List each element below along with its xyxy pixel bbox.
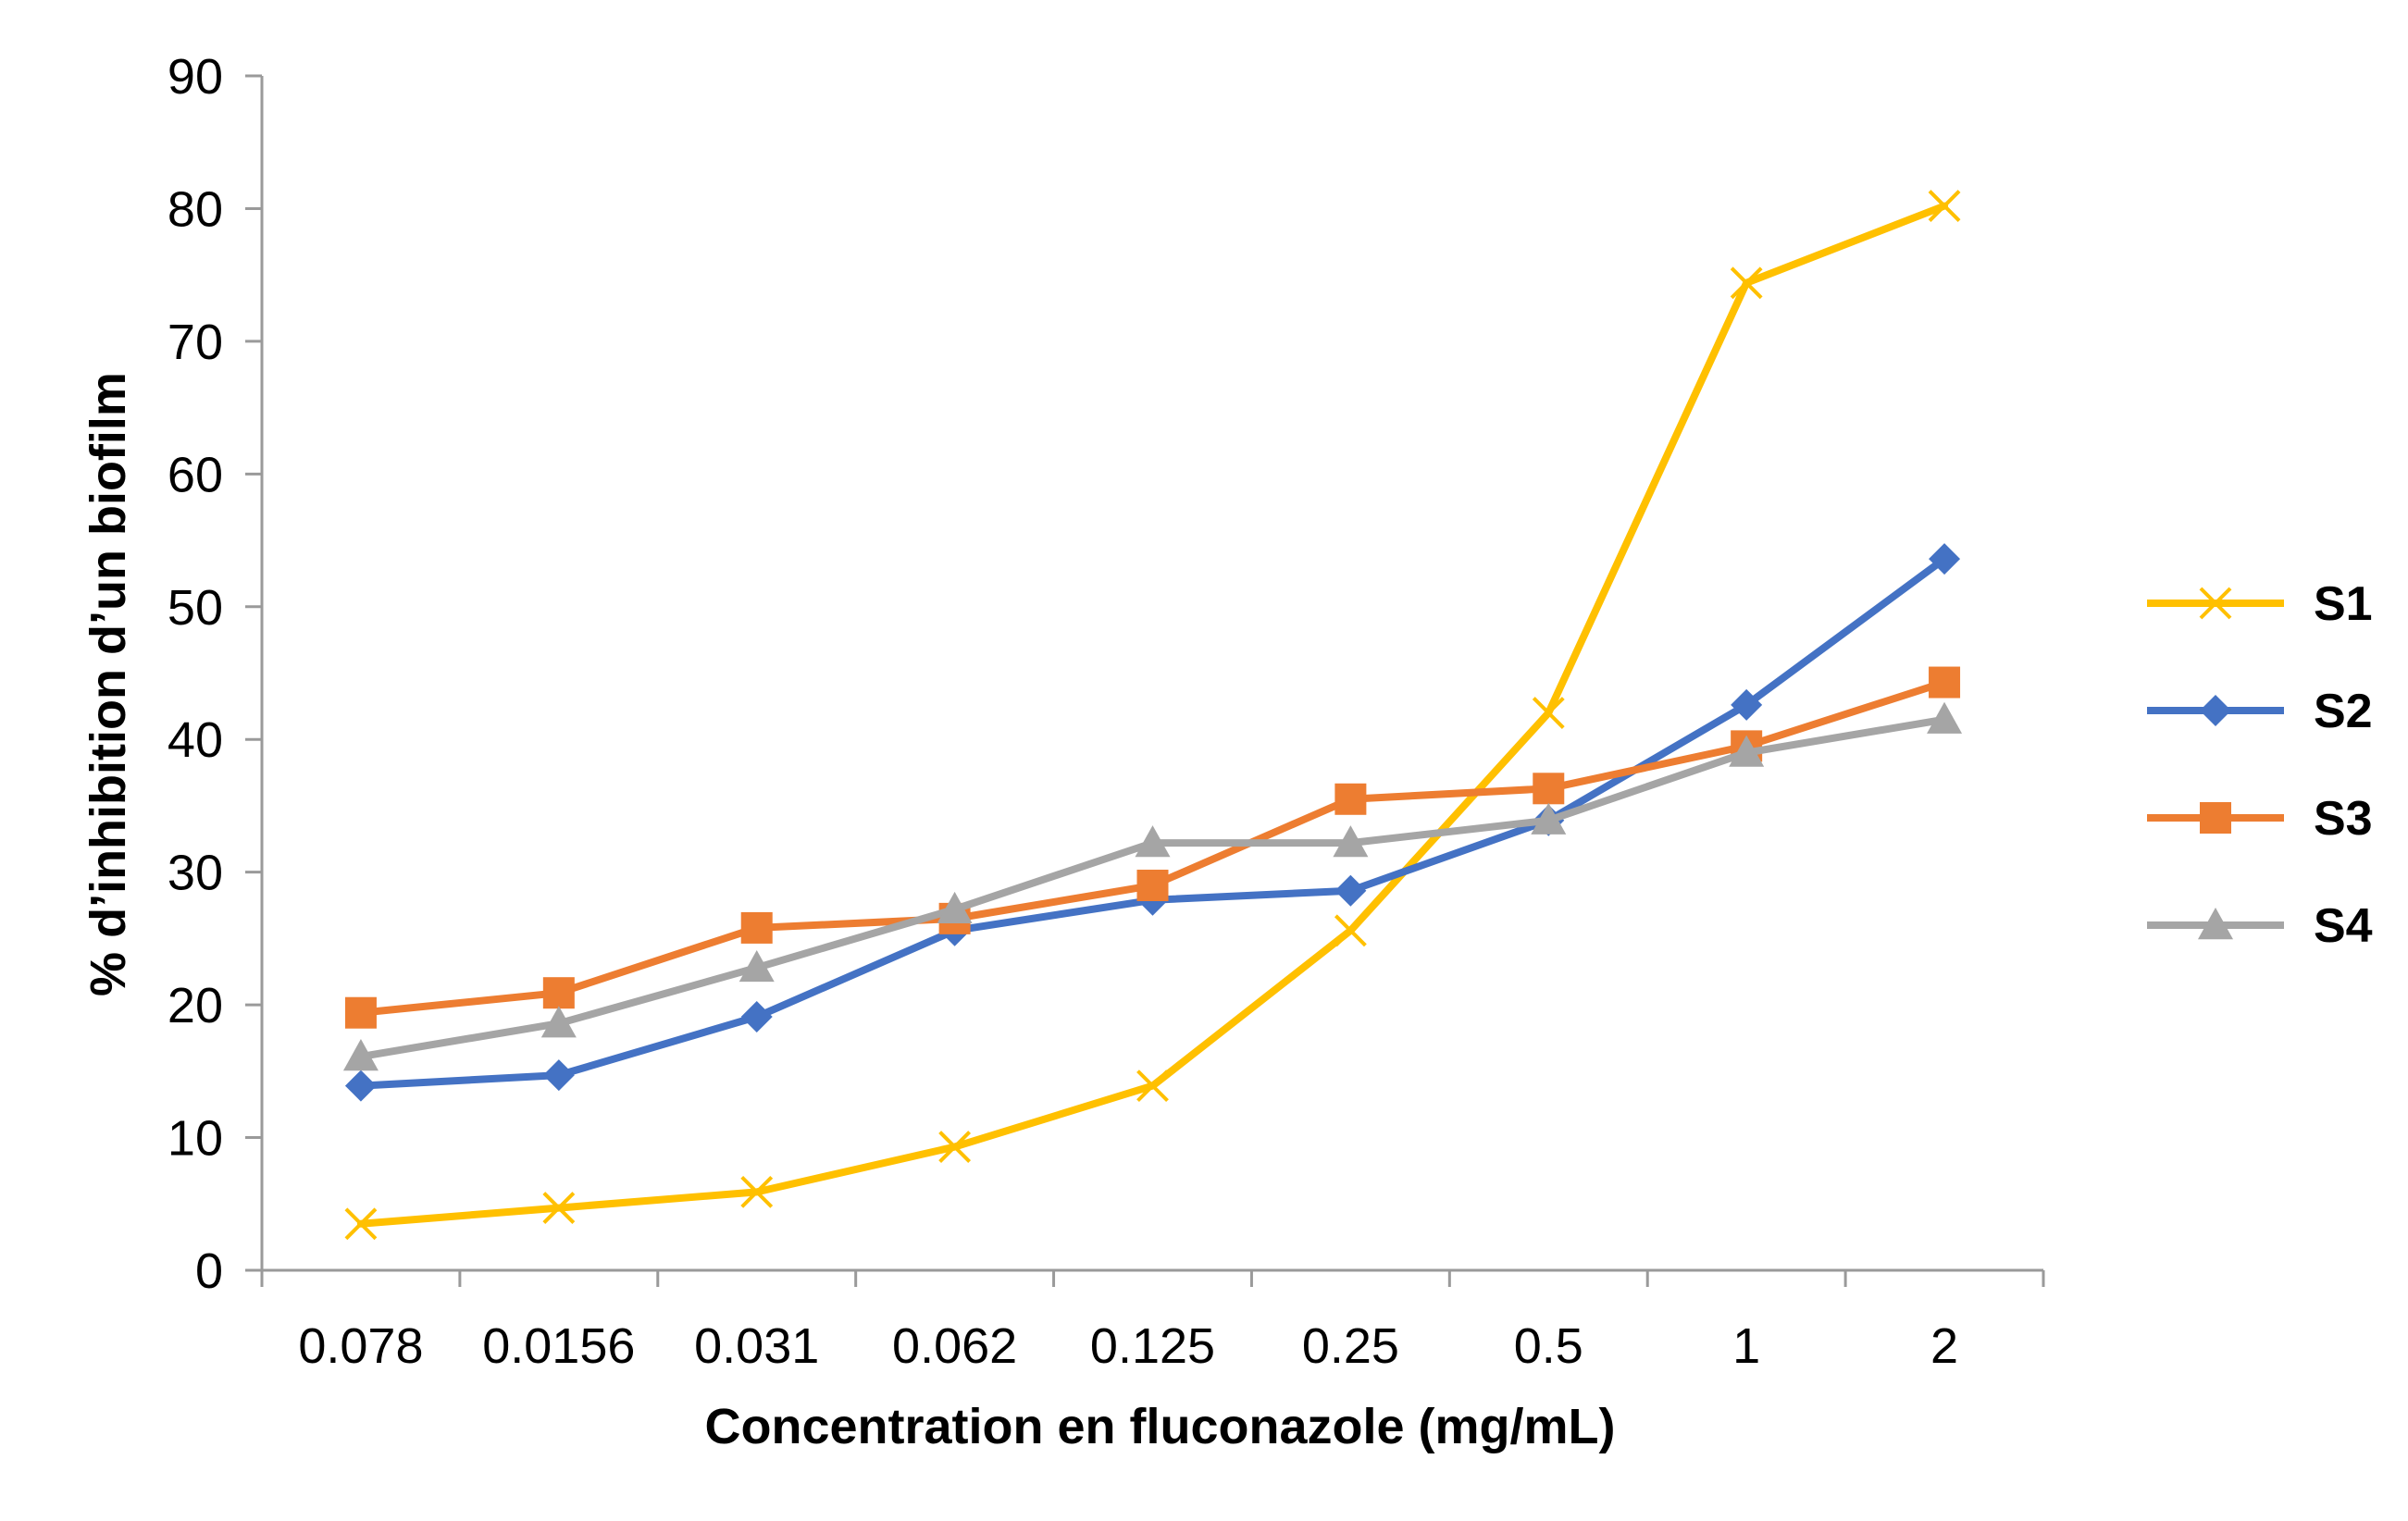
series-s4-point: [1135, 825, 1171, 858]
series-layer: [342, 190, 1963, 1241]
series-s2-point: [542, 1059, 575, 1092]
series-s3-point: [1533, 773, 1565, 805]
series-s2-point: [344, 1070, 377, 1102]
y-tick-label: 40: [168, 712, 223, 768]
series-s4-point: [1927, 701, 1963, 734]
y-tick-label: 20: [168, 978, 223, 1033]
y-tick-label: 60: [168, 447, 223, 502]
legend-item-s4-marker: [2198, 908, 2233, 940]
series-s4-point: [342, 1039, 379, 1071]
series-s3-point: [542, 977, 575, 1009]
legend-item-s2-label: S2: [2314, 685, 2373, 738]
legend-item-s3: S3: [2147, 792, 2373, 846]
legend-item-s3-label: S3: [2314, 792, 2373, 846]
y-axis: 0 10 20 30 40 50 60 70 80 90: [168, 49, 264, 1299]
series-s2-point: [740, 1001, 773, 1033]
y-axis-title: % d’inhibition d’un biofilm: [81, 372, 136, 996]
y-tick-label: 30: [168, 846, 223, 901]
series-s1-point: [1136, 1070, 1169, 1103]
series-s1-point: [1532, 697, 1565, 729]
series-s2-point: [1929, 543, 1961, 575]
y-tick-label: 80: [168, 181, 223, 237]
legend-item-s1: S1: [2147, 577, 2373, 631]
series-s1-point: [1928, 190, 1961, 222]
series-s1-point: [1730, 266, 1763, 300]
series-s4-point: [937, 891, 973, 924]
x-tick-label: 2: [1930, 1318, 1958, 1374]
series-s1-point: [1334, 914, 1367, 947]
legend-item-s2-marker: [2200, 695, 2231, 726]
legend-item-s4-label: S4: [2314, 899, 2373, 953]
series-s2-line: [356, 555, 1949, 1090]
series-s4-point: [1333, 825, 1369, 858]
x-tick-label: 0.25: [1302, 1318, 1399, 1374]
x-tick-label: 1: [1732, 1318, 1760, 1374]
series-s1: [344, 190, 1961, 1241]
x-tick-label: 0.5: [1514, 1318, 1583, 1374]
legend-item-s2: S2: [2147, 685, 2373, 738]
x-tick-label: 0.062: [892, 1318, 1017, 1374]
series-s1-point: [542, 1192, 576, 1224]
series-s3-point: [1929, 666, 1961, 699]
series-s3-point: [740, 911, 773, 944]
series-s4: [342, 701, 1963, 1071]
series-s1-point: [938, 1131, 972, 1164]
x-tick-label: 0.031: [694, 1318, 819, 1374]
series-s4-point: [1531, 802, 1567, 835]
y-tick-label: 90: [168, 49, 223, 105]
y-tick-label: 10: [168, 1111, 223, 1167]
series-s1-line: [356, 202, 1949, 1228]
x-tick-label: 0.125: [1090, 1318, 1215, 1374]
series-s1-point: [344, 1207, 378, 1241]
series-s4-point: [1729, 735, 1765, 767]
series-s3-point: [1136, 870, 1169, 902]
series-s2-point: [1334, 874, 1367, 907]
series-s3-point: [344, 996, 377, 1029]
x-axis: 0.078 0.0156 0.031 0.062 0.125 0.25 0.5 1 2: [260, 1268, 2045, 1374]
legend-item-s1-label: S1: [2314, 577, 2373, 631]
legend-item-s4: S4: [2147, 899, 2373, 953]
legend: S1 S2 S3 S4: [2147, 577, 2373, 953]
y-tick-label: 70: [168, 315, 223, 370]
legend-item-s3-marker: [2200, 802, 2231, 834]
y-tick-label: 50: [168, 580, 223, 636]
series-s4-point: [540, 1006, 577, 1038]
x-axis-title: Concentration en fluconazole (mg/mL): [704, 1399, 1615, 1454]
legend-item-s1-marker: [2199, 587, 2232, 620]
y-tick-label: 0: [195, 1243, 223, 1299]
series-s1-point: [740, 1175, 774, 1208]
series-s2-point: [1731, 688, 1763, 721]
x-tick-label: 0.078: [298, 1318, 423, 1374]
series-s4-point: [739, 949, 775, 983]
series-s3-point: [1334, 783, 1367, 815]
x-tick-label: 0.0156: [482, 1318, 635, 1374]
